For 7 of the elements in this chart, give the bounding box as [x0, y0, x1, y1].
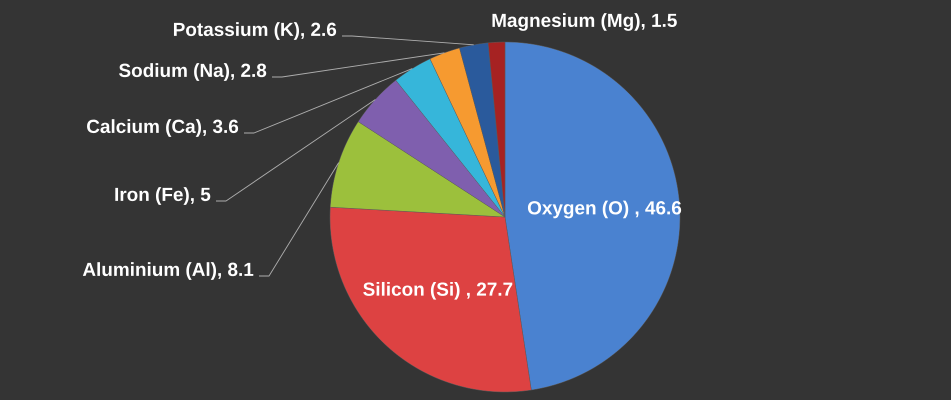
- data-label: Calcium (Ca), 3.6: [87, 119, 238, 137]
- data-label: Aluminium (Al), 8.1: [82, 262, 254, 280]
- data-label: Magnesium (Mg), 1.5: [492, 13, 677, 31]
- data-label: Sodium (Na), 2.8: [119, 63, 266, 81]
- data-label: Iron (Fe), 5: [115, 187, 210, 205]
- data-label: Potassium (K), 2.6: [174, 22, 336, 40]
- data-label: Silicon (Si) , 27.7: [363, 282, 512, 300]
